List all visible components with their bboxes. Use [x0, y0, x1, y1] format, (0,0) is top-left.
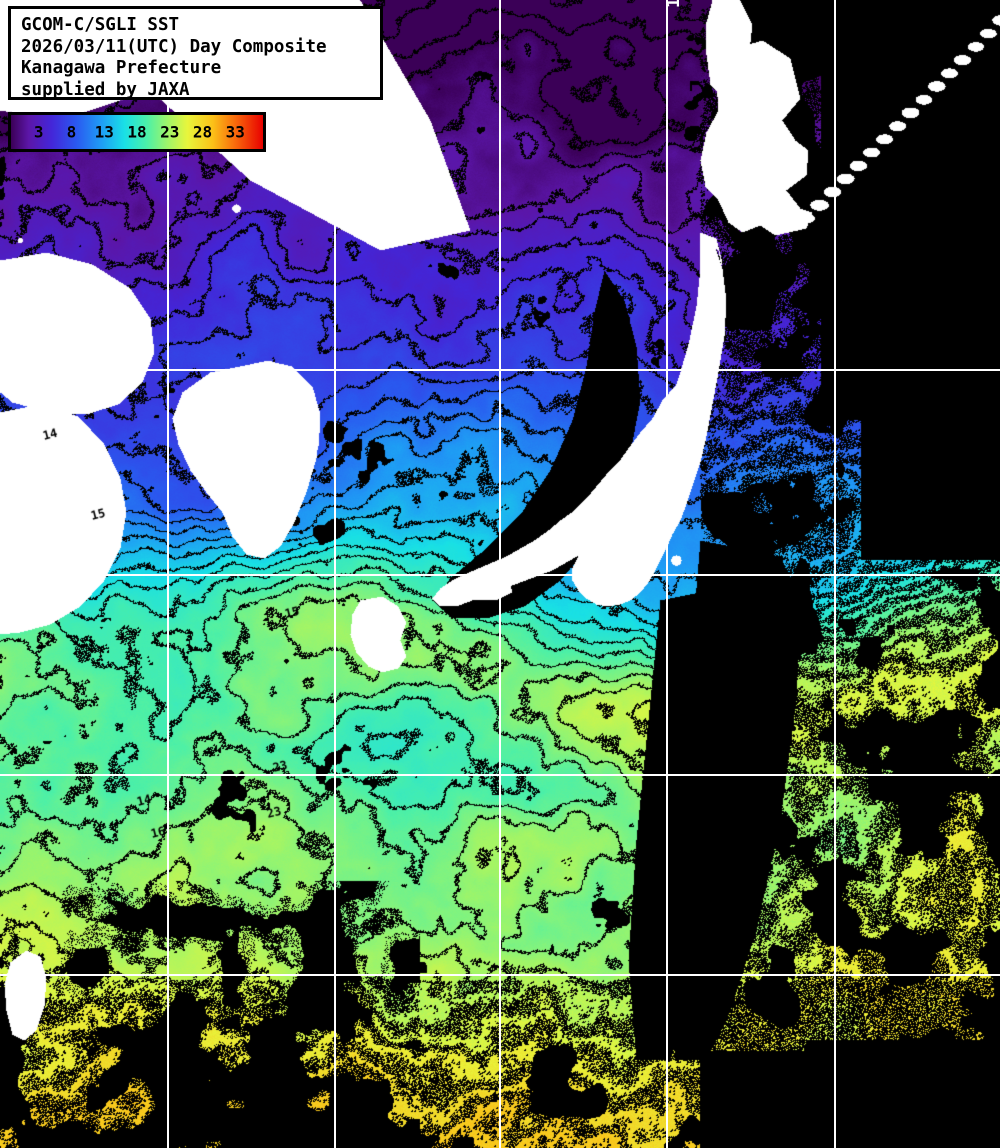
title-line-source: supplied by JAXA [21, 79, 190, 100]
colorbar-tick-13: 13 [94, 122, 114, 142]
title-line-region: Kanagawa Prefecture [21, 58, 222, 78]
colorbar-tick-33: 33 [225, 122, 245, 142]
title-line-date: 2026/03/11(UTC) Day Composite [21, 36, 327, 57]
colorbar-tick-23: 23 [160, 122, 180, 142]
colorbar-tick-18: 18 [127, 122, 147, 142]
title-box: GCOM-C/SGLI SST 2026/03/11(UTC) Day Comp… [8, 6, 383, 100]
colorbar-gradient [11, 115, 263, 149]
colorbar-tick-labels: 3 8 13 18 23 28 33 [11, 115, 263, 149]
colorbar-tick-8: 8 [66, 122, 77, 142]
sst-colorbar: 3 8 13 18 23 28 33 [8, 112, 266, 152]
longitude-label-140e: 140E [664, 0, 684, 8]
colorbar-tick-3: 3 [33, 122, 44, 142]
colorbar-tick-28: 28 [192, 122, 213, 142]
title-line-product: GCOM-C/SGLI SST [21, 15, 180, 35]
latitude-label-40n: 40N [2, 352, 33, 372]
